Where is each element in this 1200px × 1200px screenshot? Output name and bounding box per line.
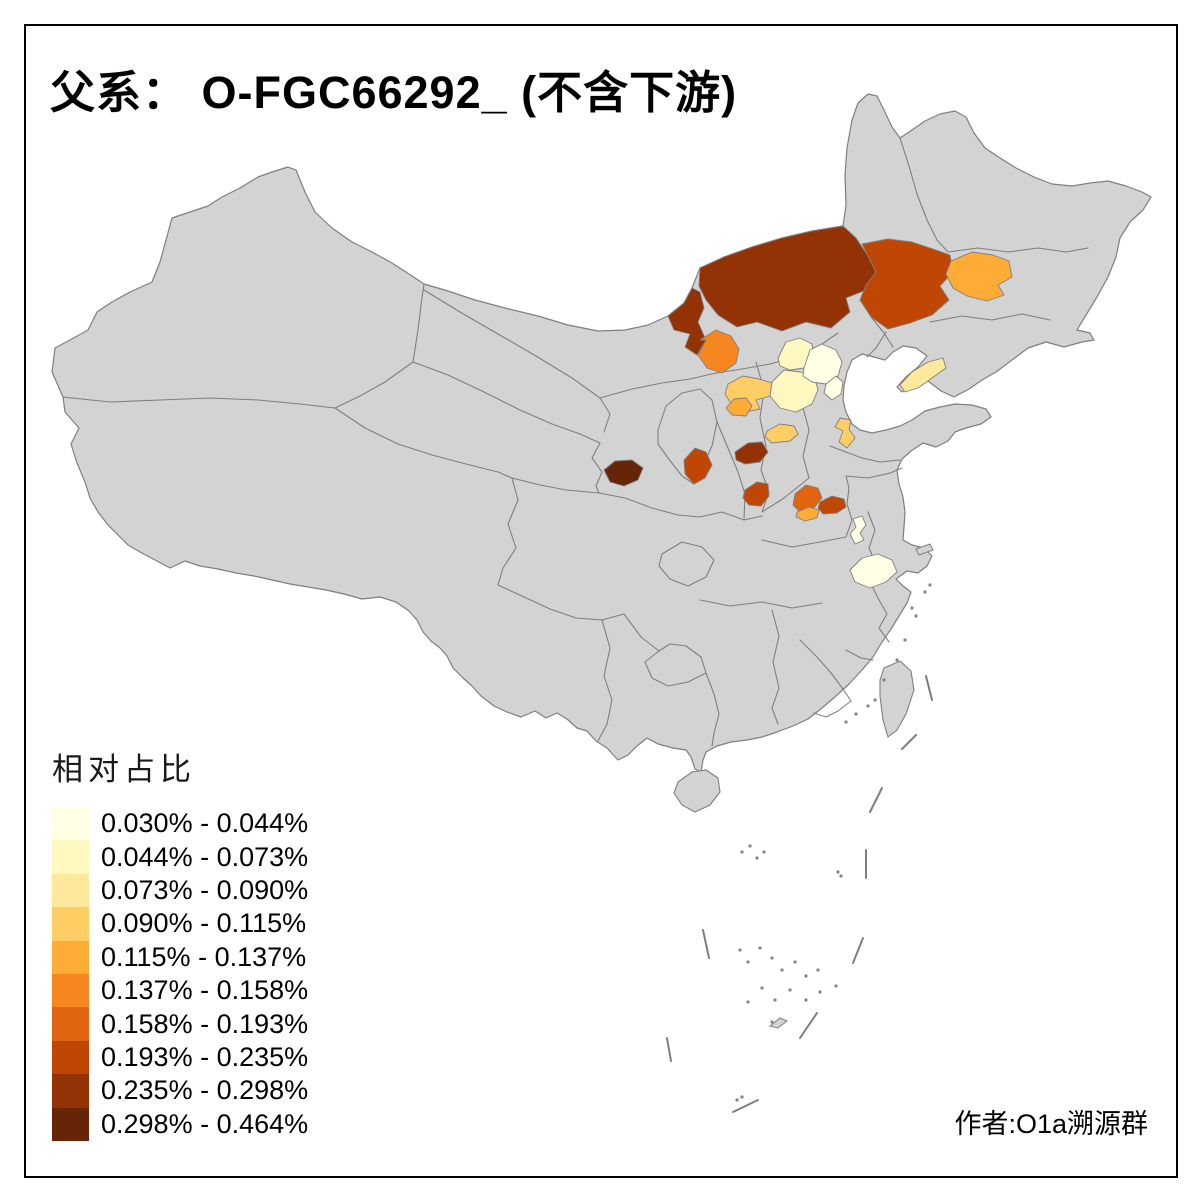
island-hainan — [673, 769, 721, 813]
legend-swatch — [52, 807, 89, 841]
region-zhengzhou — [817, 495, 847, 515]
legend-row: 0.298% - 0.464% — [52, 1107, 309, 1141]
legend-swatch — [52, 940, 89, 974]
legend-swatch — [52, 1040, 89, 1075]
legend-swatch — [52, 1007, 89, 1041]
legend-row: 0.158% - 0.193% — [52, 1007, 309, 1041]
legend-label: 0.235% - 0.298% — [101, 1075, 309, 1106]
author-credit: 作者:O1a溯源群 — [954, 1109, 1148, 1139]
island-spratly-main — [768, 1017, 788, 1029]
region-pingdingshan — [795, 506, 820, 522]
region-luoyang — [792, 484, 823, 513]
legend: 相对占比 0.030% - 0.044% 0.044% - 0.073% 0.0… — [52, 744, 308, 1141]
legend-row: 0.235% - 0.298% — [52, 1074, 309, 1108]
plot-frame — [24, 24, 1178, 1178]
island-chongming — [915, 543, 934, 556]
region-xinzhou — [725, 397, 753, 417]
page-title: 父系： O-FGC66292_ (不含下游) — [50, 67, 738, 118]
region-tianjin — [823, 375, 844, 401]
legend-label: 0.193% - 0.235% — [101, 1041, 309, 1072]
legend-title: 相对占比 — [52, 752, 196, 787]
legend-label: 0.115% - 0.137% — [101, 941, 307, 972]
legend-label: 0.298% - 0.464% — [101, 1108, 309, 1139]
province-borders — [62, 137, 1089, 747]
china-landmass — [51, 93, 1152, 773]
region-yanan — [734, 441, 769, 465]
legend-label: 0.137% - 0.158% — [101, 975, 309, 1006]
legend-swatch — [52, 873, 89, 908]
legend-swatch — [52, 1074, 89, 1108]
legend-row: 0.073% - 0.090% — [52, 873, 309, 908]
legend-swatch — [52, 1107, 89, 1141]
region-weinan — [742, 481, 770, 507]
legend-row: 0.044% - 0.073% — [52, 840, 309, 874]
region-xilingol — [698, 225, 877, 332]
legend-row: 0.030% - 0.044% — [52, 807, 309, 841]
legend-row: 0.137% - 0.158% — [52, 973, 309, 1008]
island-taiwan — [879, 660, 915, 738]
legend-label: 0.044% - 0.073% — [101, 841, 309, 872]
legend-row: 0.193% - 0.235% — [52, 1040, 309, 1075]
region-baotou — [697, 329, 740, 374]
legend-swatch — [52, 840, 89, 874]
legend-label: 0.073% - 0.090% — [101, 874, 309, 905]
region-shijiazhuang — [764, 423, 799, 444]
region-linxia — [603, 459, 644, 487]
region-suzhou-anhui — [849, 515, 867, 545]
legend-label: 0.090% - 0.115% — [101, 908, 307, 939]
legend-row: 0.115% - 0.137% — [52, 940, 308, 974]
legend-swatch — [52, 973, 89, 1008]
region-dalian — [899, 357, 947, 393]
sea-islets — [735, 583, 932, 1102]
region-siping — [945, 251, 1013, 302]
region-jinan — [834, 417, 856, 449]
legend-row: 0.090% - 0.115% — [52, 907, 308, 941]
region-guyuan — [683, 447, 713, 485]
region-baoding — [769, 369, 819, 413]
nine-dash-line — [666, 675, 933, 1113]
region-tongliao — [859, 238, 954, 330]
legend-label: 0.158% - 0.193% — [101, 1008, 309, 1039]
legend-swatch — [52, 907, 89, 941]
region-chuzhou — [849, 553, 898, 589]
region-bayannur — [667, 287, 707, 356]
legend-label: 0.030% - 0.044% — [101, 808, 309, 839]
region-beijing — [802, 343, 843, 385]
